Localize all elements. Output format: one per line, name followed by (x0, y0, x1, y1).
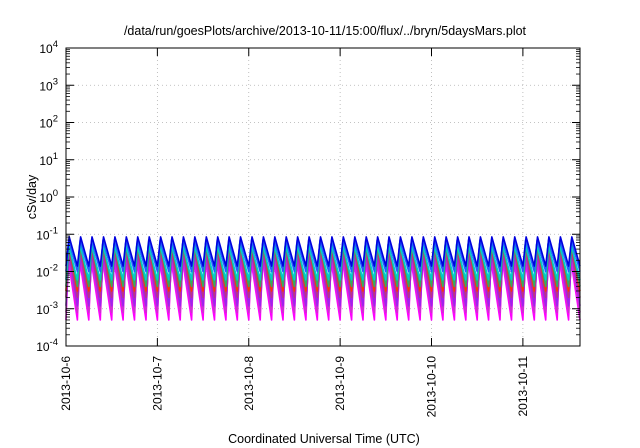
y-axis-title: cSv/day (25, 174, 39, 219)
x-tick-label: 2013-10-7 (150, 356, 164, 411)
series-group (65, 236, 581, 321)
y-tick-label: 100 (39, 188, 58, 205)
y-tick-label: 10-1 (36, 225, 58, 242)
y-tick-label: 10-4 (36, 337, 58, 354)
x-tick-label: 2013-10-6 (59, 356, 73, 411)
ticks: 10-4 10-3 10-2 10-1 100 101 102 103 104 2013-10-6… (36, 39, 580, 417)
y-tick-label: 101 (39, 151, 58, 168)
y-tick-label: 104 (39, 39, 58, 56)
series-line (65, 236, 581, 267)
x-tick-label: 2013-10-9 (333, 356, 347, 411)
y-tick-label: 102 (39, 114, 58, 131)
y-tick-label: 103 (39, 76, 58, 93)
y-tick-label: 10-2 (36, 263, 58, 280)
y-tick-label: 10-3 (36, 300, 58, 317)
chart-title: /data/run/goesPlots/archive/2013-10-11/1… (124, 24, 527, 38)
x-axis-title: Coordinated Universal Time (UTC) (228, 432, 420, 446)
x-tick-label: 2013-10-10 (425, 356, 439, 418)
x-tick-label: 2013-10-11 (516, 356, 530, 417)
x-tick-label: 2013-10-8 (242, 356, 256, 411)
